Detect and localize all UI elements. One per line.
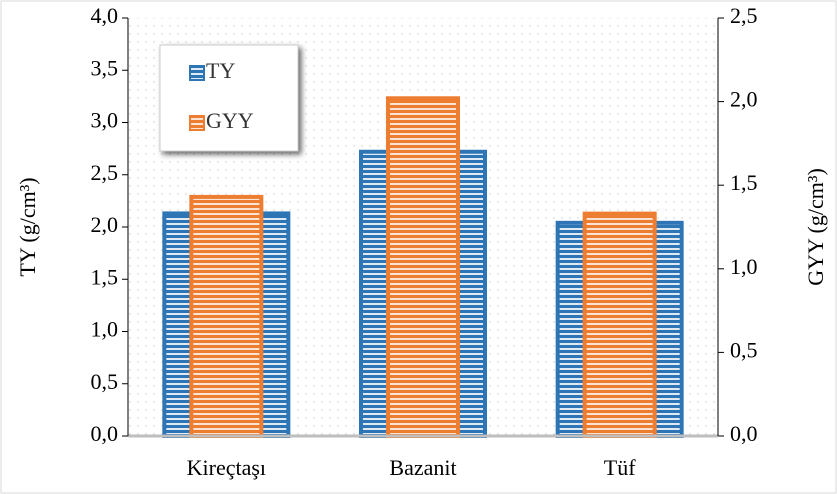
bar [189,194,264,438]
bar [386,96,460,438]
y2-tick-label: 2,5 [730,3,758,28]
y-tick-label: 2,5 [91,160,119,185]
y-tick-label: 4,0 [91,3,119,28]
y-tick-label: 0,5 [91,369,119,394]
bar [582,211,657,438]
y2-axis-label: GYY (g/cm³) [803,168,828,286]
legend-box [159,44,299,152]
y2-tick-label: 0,0 [730,421,758,446]
legend-label: GYY [206,108,254,133]
y2-tick-label: 1,5 [730,170,758,195]
x-tick-label: Tüf [604,455,636,480]
y-tick-label: 3,0 [91,108,119,133]
y2-tick-label: 0,5 [730,337,758,362]
y-tick-label: 3,5 [91,55,119,80]
legend-swatch [189,65,205,81]
y-axis-label: TY (g/cm³) [15,177,40,276]
y-tick-label: 0,0 [91,421,119,446]
y2-tick-label: 2,0 [730,87,758,112]
y-tick-label: 1,0 [91,317,119,342]
x-tick-label: Bazanit [389,455,456,480]
y-tick-label: 2,0 [91,212,119,237]
y2-tick-label: 1,0 [730,254,758,279]
x-tick-label: Kireçtaşı [187,455,266,480]
y-tick-label: 1,5 [91,264,119,289]
legend-swatch [189,115,205,131]
legend-label: TY [206,58,235,83]
